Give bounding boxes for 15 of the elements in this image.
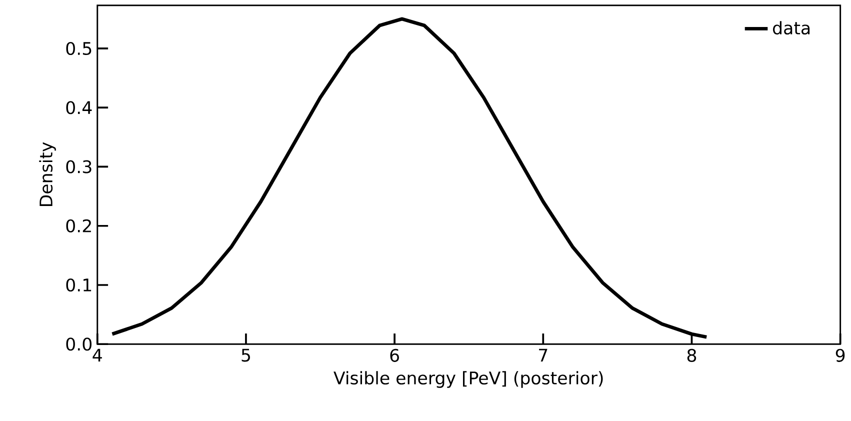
x-tick-label: 6 [390, 348, 399, 362]
x-tick-label: 5 [242, 348, 250, 362]
y-tick-label: 0.2 [66, 219, 91, 232]
y-axis-title: Density [39, 142, 56, 206]
x-tick-label: 7 [539, 348, 548, 362]
legend-label: data [773, 20, 810, 34]
y-tick-label: 0.0 [66, 337, 92, 350]
x-tick-label: 4 [92, 348, 102, 362]
x-tick-label: 8 [687, 348, 696, 362]
x-axis-title: Visible energy [PeV] (posterior) [334, 370, 603, 388]
y-tick-label: 0.1 [66, 278, 92, 292]
x-tick-label: 9 [836, 348, 845, 362]
y-tick-label: 0.3 [66, 160, 92, 174]
y-tick-label: 0.4 [66, 100, 92, 114]
y-tick-label: 0.5 [66, 42, 92, 55]
